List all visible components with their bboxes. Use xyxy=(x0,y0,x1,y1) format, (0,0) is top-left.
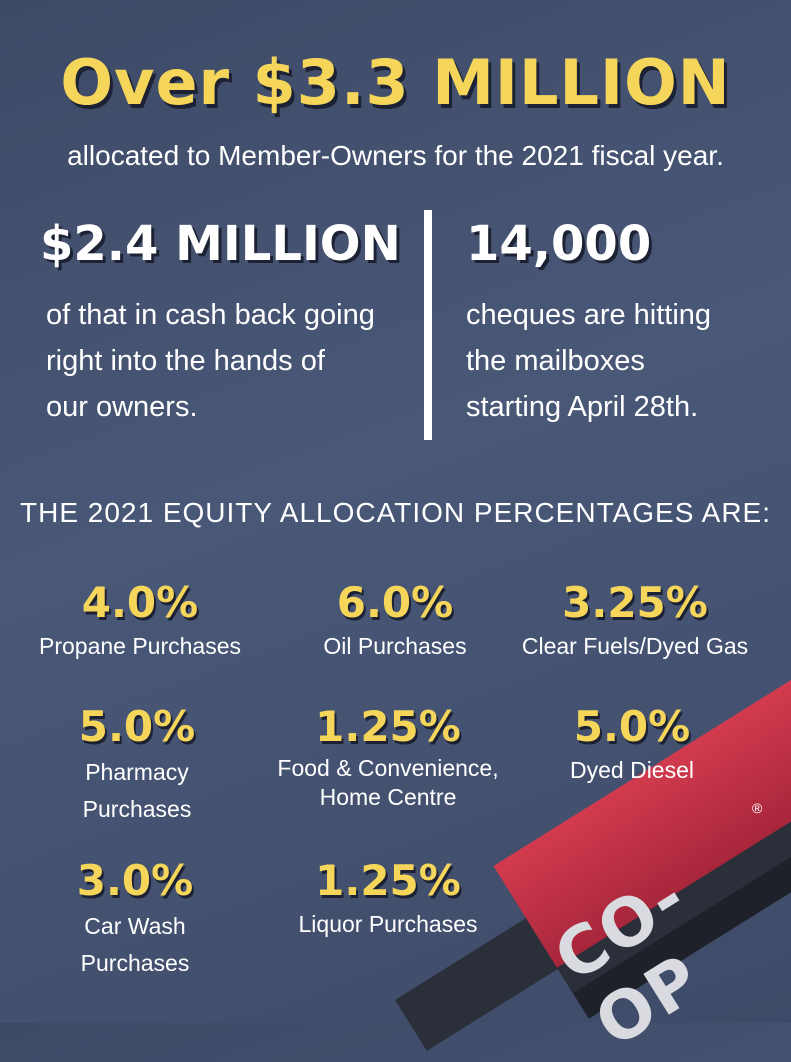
stat-cheques-line: starting April 28th. xyxy=(466,391,699,423)
allocation-label: Oil Purchases xyxy=(265,630,525,663)
allocation-value: 3.0% xyxy=(76,856,194,905)
allocation-value: 1.25% xyxy=(315,702,461,751)
headline: Over $3.3 MILLION xyxy=(60,46,731,119)
allocation-label-line: Purchases xyxy=(82,796,192,822)
stat-cheques-line: the mailboxes xyxy=(466,345,645,377)
allocation-food-convenience: 1.25% Food & Convenience, Home Centre xyxy=(258,702,518,812)
allocation-oil: 6.0% Oil Purchases xyxy=(265,578,525,663)
allocation-label: Propane Purchases xyxy=(10,630,270,663)
allocation-label-line: Propane Purchases xyxy=(38,633,241,659)
allocation-value: 6.0% xyxy=(336,578,454,627)
stat-cash-back-text: of that in cash back going right into th… xyxy=(46,292,375,430)
allocation-value: 5.0% xyxy=(78,702,196,751)
allocation-label: Clear Fuels/Dyed Gas xyxy=(505,630,765,663)
allocation-value: 1.25% xyxy=(315,856,461,905)
allocation-label-line: Food & Convenience, xyxy=(277,755,499,781)
allocation-label-line: Liquor Purchases xyxy=(298,911,478,937)
stat-cash-back-line: our owners. xyxy=(46,391,198,423)
allocation-label-line: Home Centre xyxy=(319,784,457,810)
allocation-clear-fuels: 3.25% Clear Fuels/Dyed Gas xyxy=(505,578,765,663)
allocation-car-wash: 3.0% Car Wash Purchases xyxy=(5,856,265,982)
allocation-label: Food & Convenience, Home Centre xyxy=(258,754,518,812)
allocation-propane: 4.0% Propane Purchases xyxy=(10,578,270,663)
allocation-label-line: Purchases xyxy=(80,950,190,976)
allocation-value: 4.0% xyxy=(81,578,199,627)
allocation-label: Car Wash Purchases xyxy=(5,908,265,982)
allocation-value: 5.0% xyxy=(573,702,691,751)
section-title: THE 2021 EQUITY ALLOCATION PERCENTAGES A… xyxy=(20,497,771,528)
stat-cash-back-line: right into the hands of xyxy=(46,345,325,377)
allocation-label: Dyed Diesel xyxy=(502,754,762,787)
allocation-label: Liquor Purchases xyxy=(258,908,518,941)
allocation-label-line: Pharmacy xyxy=(85,759,189,785)
allocation-pharmacy: 5.0% Pharmacy Purchases xyxy=(7,702,267,828)
stat-cheques-value: 14,000 xyxy=(466,216,652,272)
stat-cash-back-value: $2.4 MILLION xyxy=(40,216,401,272)
stat-divider xyxy=(424,210,432,440)
allocation-label-line: Clear Fuels/Dyed Gas xyxy=(521,633,749,659)
allocation-label: Pharmacy Purchases xyxy=(7,754,267,828)
subline: allocated to Member-Owners for the 2021 … xyxy=(67,140,724,171)
stat-cheques-text: cheques are hitting the mailboxes starti… xyxy=(466,292,711,430)
allocation-label-line: Dyed Diesel xyxy=(570,757,694,783)
allocation-label-line: Car Wash xyxy=(84,913,186,939)
allocation-liquor: 1.25% Liquor Purchases xyxy=(258,856,518,941)
allocation-label-line: Oil Purchases xyxy=(323,633,467,659)
allocation-dyed-diesel: 5.0% Dyed Diesel xyxy=(502,702,762,787)
stat-cheques-line: cheques are hitting xyxy=(466,299,712,331)
registered-mark: ® xyxy=(752,800,763,816)
stat-cash-back-line: of that in cash back going xyxy=(46,299,375,331)
allocation-value: 3.25% xyxy=(562,578,708,627)
